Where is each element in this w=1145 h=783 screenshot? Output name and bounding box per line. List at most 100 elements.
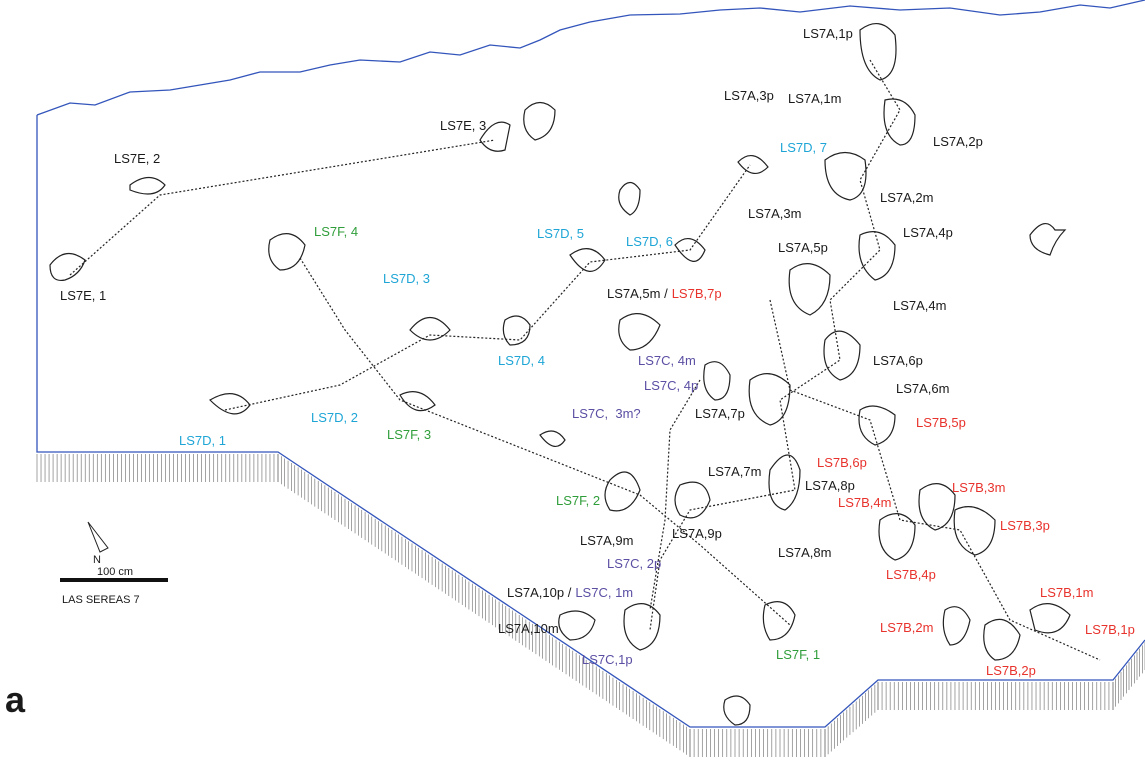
- track-label-part: LS7D, 2: [311, 410, 358, 425]
- track-label: LS7A,6m: [896, 381, 949, 396]
- track-label-part: LS7A,10p /: [507, 585, 572, 600]
- track-label-part: LS7A,1p: [803, 26, 853, 41]
- track-label: LS7C,1p: [582, 652, 633, 667]
- track-label: LS7F, 3: [387, 427, 431, 442]
- track-label: LS7D, 4: [498, 353, 545, 368]
- track-label-part: LS7A,2m: [880, 190, 933, 205]
- panel-label: a: [5, 679, 26, 720]
- track-label: LS7E, 3: [440, 118, 486, 133]
- track-label: LS7B,3m: [952, 480, 1005, 495]
- track-label-part: LS7C,1p: [582, 652, 633, 667]
- track-label-part: LS7B,3m: [952, 480, 1005, 495]
- track-label: LS7D, 2: [311, 410, 358, 425]
- track-label: LS7A,4p: [903, 225, 953, 240]
- track-label-part: LS7A,1m: [788, 91, 841, 106]
- track-label-part: LS7D, 1: [179, 433, 226, 448]
- track-label: LS7A,4m: [893, 298, 946, 313]
- track-label: LS7F, 1: [776, 647, 820, 662]
- track-label-part: LS7A,3m: [748, 206, 801, 221]
- track-label: LS7B,2m: [880, 620, 933, 635]
- track-label: LS7A,1m: [788, 91, 841, 106]
- track-label-part: LS7F, 3: [387, 427, 431, 442]
- track-label: LS7C, 4m: [638, 353, 696, 368]
- track-label: LS7D, 7: [780, 140, 827, 155]
- track-label-part: LS7A,3p: [724, 88, 774, 103]
- track-label-part: LS7A,4p: [903, 225, 953, 240]
- track-label: LS7B,5p: [916, 415, 966, 430]
- track-label-part: LS7A,6p: [873, 353, 923, 368]
- track-label-part: LS7B,1p: [1085, 622, 1135, 637]
- track-label-part: LS7D, 3: [383, 271, 430, 286]
- track-label: LS7D, 6: [626, 234, 673, 249]
- track-label: LS7A,1p: [803, 26, 853, 41]
- track-label-part: LS7B,2m: [880, 620, 933, 635]
- track-label: LS7A,8m: [778, 545, 831, 560]
- track-label-part: LS7C, 3m?: [572, 406, 641, 421]
- track-label: LS7A,8p: [805, 478, 855, 493]
- track-label-part: LS7A,5p: [778, 240, 828, 255]
- track-label: LS7A,9m: [580, 533, 633, 548]
- track-label-part: LS7B,2p: [986, 663, 1036, 678]
- track-label-part: LS7C, 4p: [644, 378, 698, 393]
- track-label-part: LS7E, 1: [60, 288, 106, 303]
- track-label: LS7C, 3m?: [572, 406, 641, 421]
- track-label: LS7B,4m: [838, 495, 891, 510]
- north-label: N: [93, 554, 101, 566]
- track-label-part: LS7A,2p: [933, 134, 983, 149]
- track-label-part: LS7C, 1m: [575, 585, 633, 600]
- track-label: LS7F, 2: [556, 493, 600, 508]
- track-label-part: LS7B,4m: [838, 495, 891, 510]
- track-label: LS7B,1p: [1085, 622, 1135, 637]
- track-label-part: LS7A,8p: [805, 478, 855, 493]
- track-label: LS7B,1m: [1040, 585, 1093, 600]
- outcrop-outline: [37, 0, 1145, 727]
- track-label-part: LS7F, 1: [776, 647, 820, 662]
- track-label-part: LS7A,9p: [672, 526, 722, 541]
- track-label: LS7A,5m / LS7B,7p: [607, 286, 722, 301]
- track-label-part: LS7A,4m: [893, 298, 946, 313]
- track-label-part: LS7B,7p: [672, 286, 722, 301]
- track-label: LS7C, 4p: [644, 378, 698, 393]
- track-label: LS7D, 5: [537, 226, 584, 241]
- track-label-part: LS7F, 4: [314, 224, 358, 239]
- track-label: LS7A,2m: [880, 190, 933, 205]
- track-label-part: LS7D, 4: [498, 353, 545, 368]
- track-label-part: LS7D, 6: [626, 234, 673, 249]
- track-label: LS7A,5p: [778, 240, 828, 255]
- trackway-lines: [70, 60, 1100, 660]
- track-label: LS7B,4p: [886, 567, 936, 582]
- track-label-part: LS7B,5p: [916, 415, 966, 430]
- track-label-part: LS7A,5m /: [607, 286, 668, 301]
- track-label-part: LS7D, 7: [780, 140, 827, 155]
- track-label: LS7A,10m: [498, 621, 559, 636]
- track-label-part: LS7A,8m: [778, 545, 831, 560]
- track-label-part: LS7B,6p: [817, 455, 867, 470]
- track-label: LS7A,6p: [873, 353, 923, 368]
- track-label-part: LS7A,7m: [708, 464, 761, 479]
- trackway-map: N 100 cm LAS SEREAS 7 a LS7A,1pLS7A,3pLS…: [0, 0, 1145, 783]
- track-label-part: LS7E, 3: [440, 118, 486, 133]
- track-label-part: LS7F, 2: [556, 493, 600, 508]
- track-label: LS7A,10p /LS7C, 1m: [507, 585, 633, 600]
- track-label: LS7A,7m: [708, 464, 761, 479]
- track-label-part: LS7A,10m: [498, 621, 559, 636]
- track-labels: LS7A,1p LS7A,3p LS7A,1m LS7A,2p LS7A,2m LS7A,…: [60, 26, 1135, 678]
- track-label-part: LS7A,9m: [580, 533, 633, 548]
- track-label: LS7E, 2: [114, 151, 160, 166]
- track-label: LS7A,7p: [695, 406, 745, 421]
- track-label-part: LS7A,6m: [896, 381, 949, 396]
- track-label-part: LS7D, 5: [537, 226, 584, 241]
- track-label-part: LS7A,7p: [695, 406, 745, 421]
- track-label: LS7D, 3: [383, 271, 430, 286]
- track-label-part: LS7B,4p: [886, 567, 936, 582]
- track-label-part: LS7C, 2p: [607, 556, 661, 571]
- scale-length: 100 cm: [97, 566, 133, 578]
- track-label: LS7E, 1: [60, 288, 106, 303]
- track-label: LS7D, 1: [179, 433, 226, 448]
- track-label-part: LS7E, 2: [114, 151, 160, 166]
- track-label: LS7B,3p: [1000, 518, 1050, 533]
- track-label-part: LS7B,3p: [1000, 518, 1050, 533]
- track-label: LS7C, 2p: [607, 556, 661, 571]
- site-name: LAS SEREAS 7: [62, 594, 140, 606]
- track-label-part: LS7B,1m: [1040, 585, 1093, 600]
